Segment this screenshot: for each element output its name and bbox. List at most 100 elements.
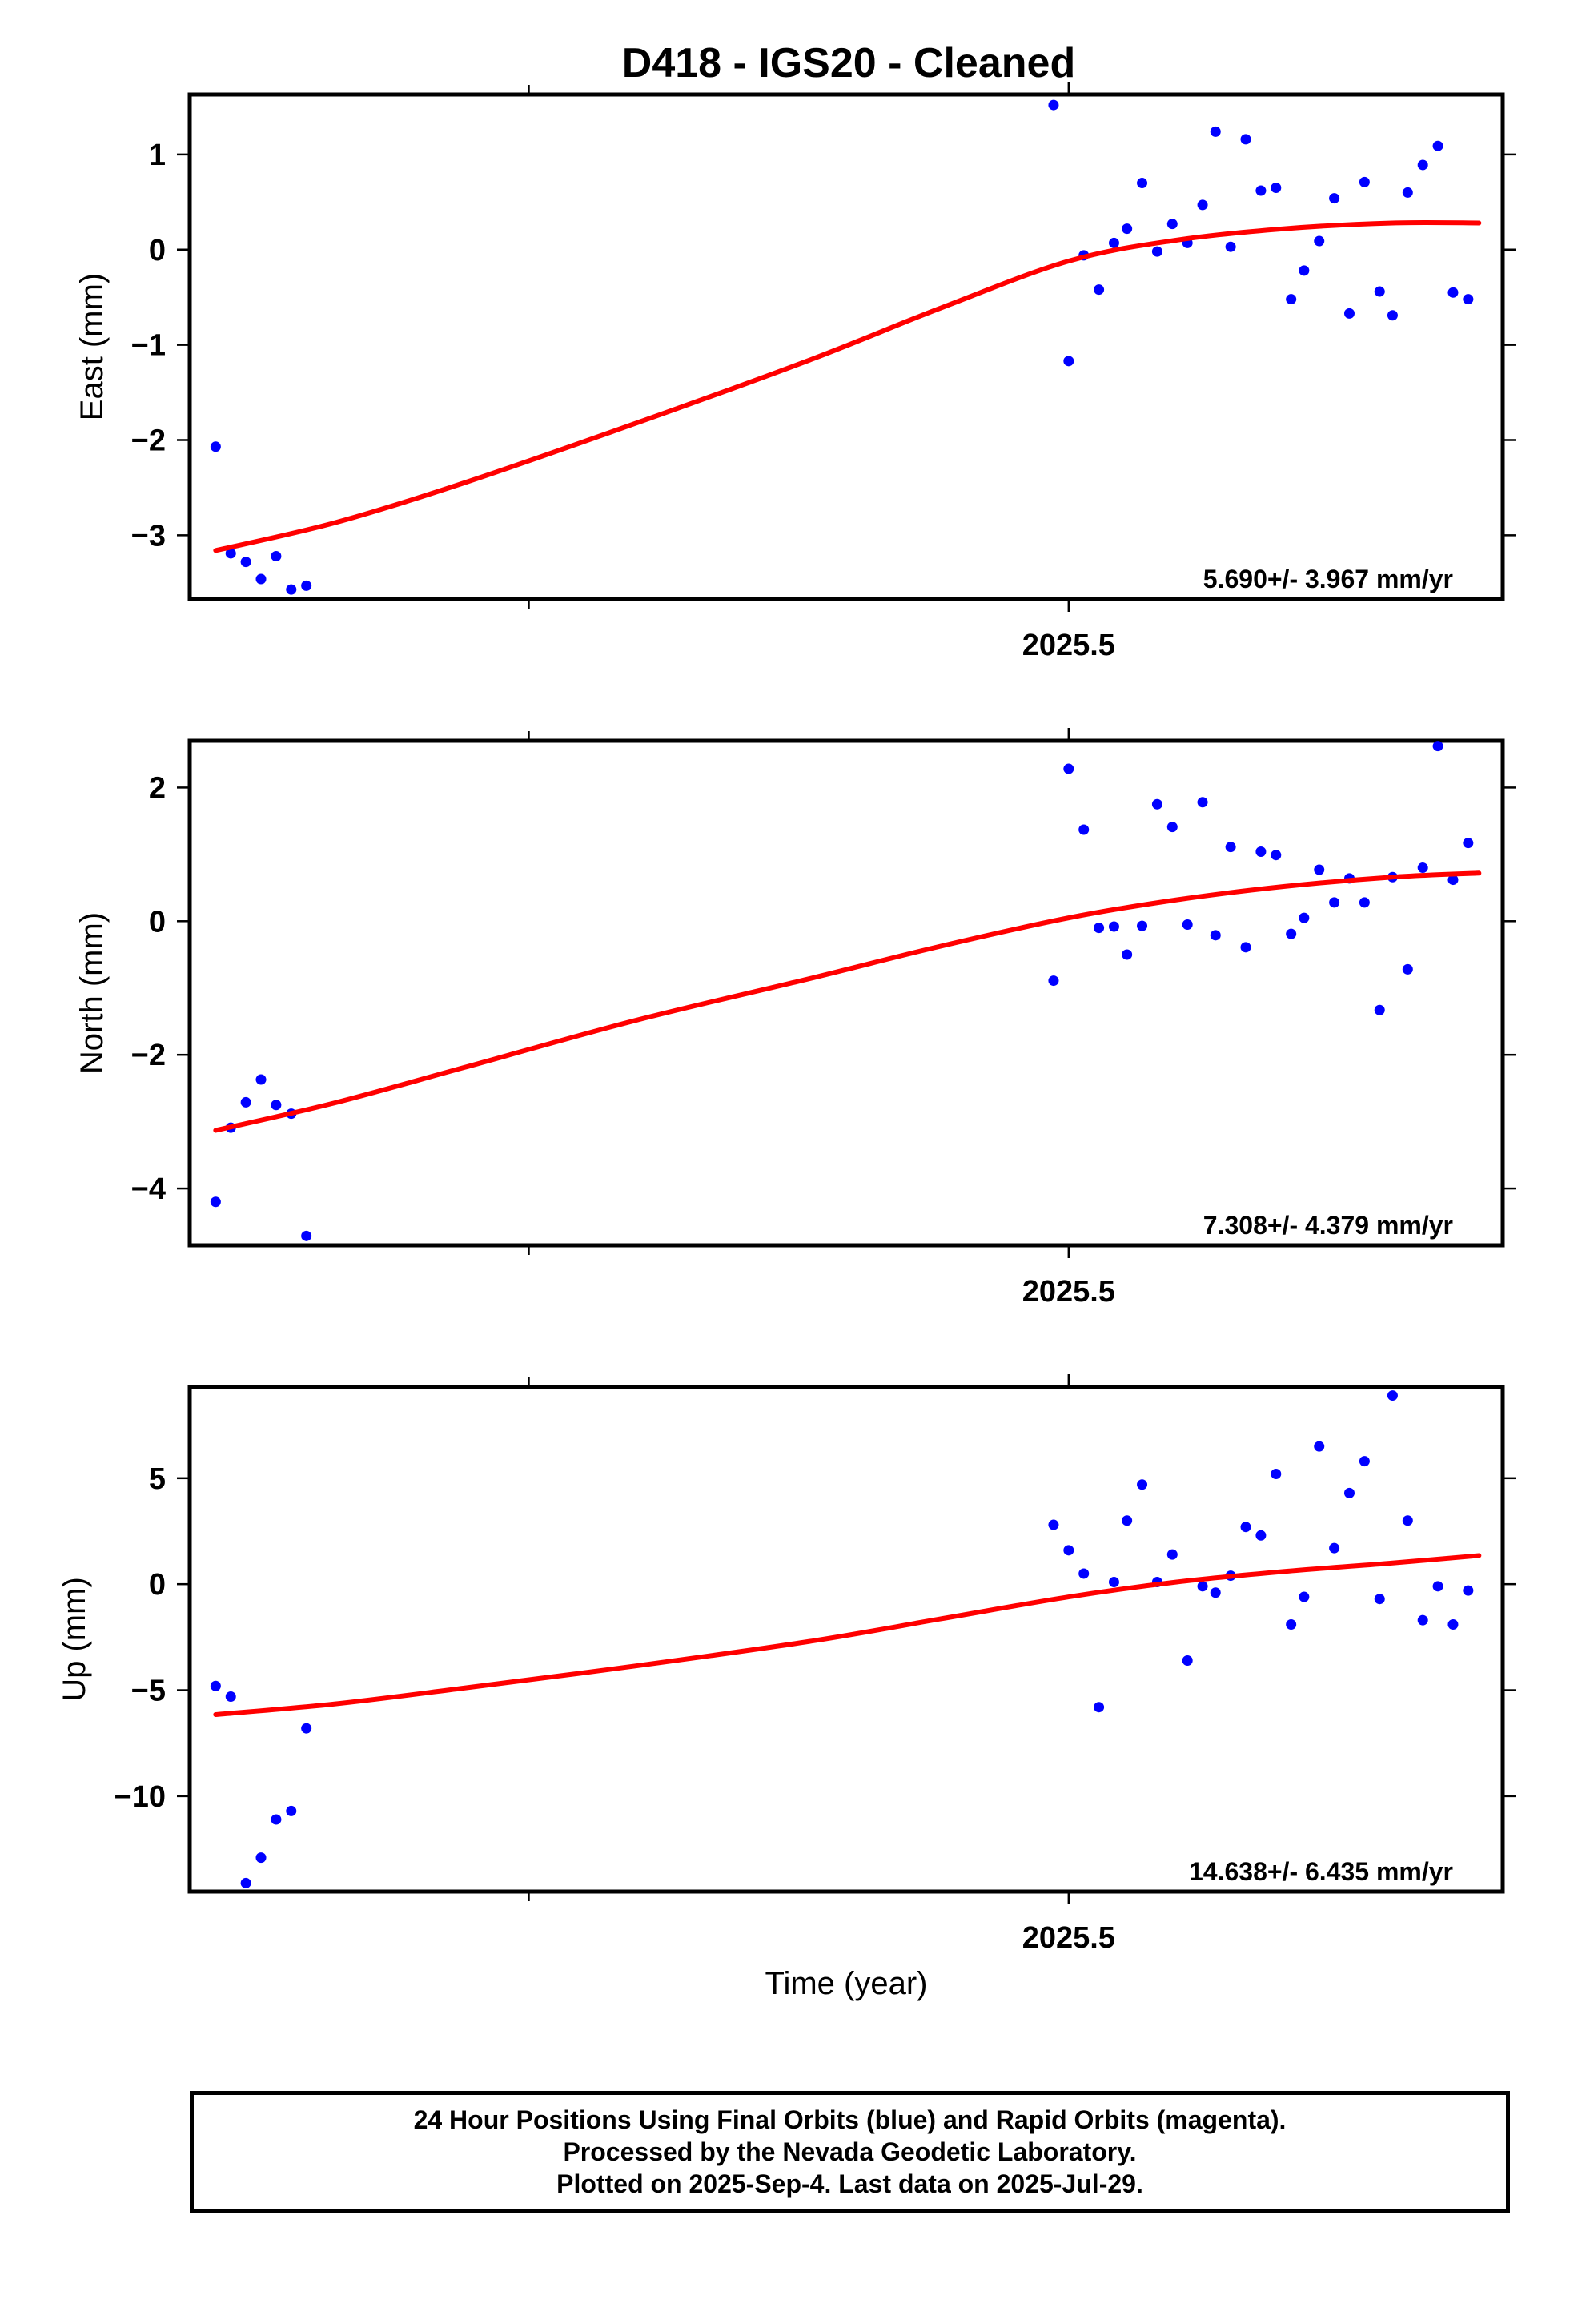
east-ytick-label: −2 bbox=[131, 424, 166, 457]
north-point bbox=[301, 1230, 312, 1241]
east-point bbox=[1432, 140, 1443, 151]
east-point bbox=[1417, 159, 1428, 171]
east-ytick-label: 0 bbox=[149, 234, 166, 267]
north-point bbox=[1359, 897, 1370, 908]
up-point bbox=[1137, 1479, 1148, 1490]
east-point bbox=[1197, 199, 1208, 211]
north-point bbox=[1063, 763, 1074, 774]
up-point bbox=[1359, 1456, 1370, 1467]
east-point bbox=[1286, 294, 1297, 305]
up-point bbox=[1255, 1530, 1267, 1541]
up-point bbox=[1210, 1587, 1221, 1598]
up-point bbox=[1343, 1487, 1355, 1498]
east-point bbox=[1122, 223, 1133, 235]
north-point bbox=[1402, 963, 1413, 975]
east-point bbox=[1387, 310, 1398, 321]
up-panel: −10 −5 0 5 2025.5 Up (mm) Time (year) 14.638+/-… bbox=[57, 1374, 1516, 2001]
up-xtick-label: 2025.5 bbox=[1022, 1921, 1115, 1955]
up-point bbox=[1374, 1594, 1385, 1605]
north-point bbox=[240, 1096, 251, 1108]
east-rate-label: 5.690+/- 3.967 mm/yr bbox=[1203, 565, 1453, 593]
north-point bbox=[1137, 920, 1148, 931]
up-point bbox=[1182, 1655, 1193, 1666]
up-point bbox=[1197, 1581, 1208, 1592]
north-point bbox=[1240, 942, 1251, 953]
north-point bbox=[1197, 797, 1208, 808]
up-point bbox=[1094, 1702, 1105, 1713]
east-point bbox=[1094, 284, 1105, 296]
east-point bbox=[1359, 176, 1370, 187]
east-data bbox=[210, 99, 1482, 595]
east-point bbox=[1108, 237, 1119, 248]
up-point bbox=[1240, 1522, 1251, 1533]
up-point bbox=[1314, 1441, 1325, 1452]
up-point bbox=[225, 1691, 236, 1702]
north-point bbox=[1463, 838, 1474, 849]
north-point bbox=[1122, 949, 1133, 960]
north-ylabel: North (mm) bbox=[74, 912, 110, 1074]
up-point bbox=[1432, 1581, 1443, 1592]
east-ytick-label: −1 bbox=[131, 329, 166, 363]
footer-line-1: 24 Hour Positions Using Final Orbits (bl… bbox=[413, 2105, 1287, 2134]
north-point bbox=[1225, 842, 1236, 853]
east-point bbox=[1225, 241, 1236, 252]
east-xtick-label: 2025.5 bbox=[1022, 629, 1115, 662]
up-point bbox=[1063, 1545, 1074, 1556]
east-point bbox=[1210, 126, 1221, 137]
north-fit-line bbox=[213, 870, 1482, 1133]
east-ytick-label: 1 bbox=[149, 139, 166, 172]
north-point bbox=[1094, 923, 1105, 934]
east-point bbox=[1314, 235, 1325, 247]
north-point bbox=[1329, 897, 1340, 908]
east-ytick-label: −3 bbox=[131, 519, 166, 553]
up-ytick-label: −10 bbox=[114, 1780, 166, 1814]
north-point bbox=[210, 1196, 221, 1208]
north-point bbox=[1108, 921, 1119, 932]
east-point bbox=[1166, 219, 1178, 230]
north-point bbox=[1078, 824, 1090, 835]
north-point bbox=[255, 1074, 267, 1085]
up-point bbox=[1402, 1515, 1413, 1526]
east-point bbox=[240, 557, 251, 568]
up-point bbox=[1166, 1549, 1178, 1560]
east-point bbox=[1463, 294, 1474, 305]
north-point bbox=[1299, 912, 1310, 923]
north-ytick-label: 2 bbox=[149, 771, 166, 805]
up-point bbox=[255, 1852, 267, 1864]
up-point bbox=[1286, 1618, 1297, 1630]
up-point bbox=[1447, 1618, 1459, 1630]
up-point bbox=[240, 1877, 251, 1888]
east-point bbox=[255, 573, 267, 585]
up-point bbox=[1329, 1542, 1340, 1554]
east-point bbox=[1048, 99, 1059, 111]
east-point bbox=[1151, 246, 1162, 257]
up-point bbox=[1463, 1585, 1474, 1596]
east-panel: −3 −2 −1 0 1 2025.5 East (mm) 5.690+/- 3.967 mm… bbox=[74, 82, 1516, 662]
north-point bbox=[1151, 798, 1162, 810]
east-point bbox=[1255, 185, 1267, 196]
up-point bbox=[286, 1805, 297, 1816]
north-point bbox=[1048, 975, 1059, 987]
north-point bbox=[1182, 919, 1193, 930]
east-point bbox=[286, 584, 297, 595]
footer-box: 24 Hour Positions Using Final Orbits (bl… bbox=[190, 2091, 1510, 2213]
north-point bbox=[1210, 930, 1221, 941]
east-point bbox=[1343, 308, 1355, 319]
up-ytick-label: 5 bbox=[149, 1462, 166, 1496]
up-point bbox=[1048, 1519, 1059, 1530]
north-ytick-label: −4 bbox=[131, 1172, 166, 1206]
up-point bbox=[210, 1680, 221, 1691]
chart-title: D418 - IGS20 - Cleaned bbox=[622, 40, 1075, 86]
east-point bbox=[1374, 286, 1385, 297]
footer-line-3: Plotted on 2025-Sep-4. Last data on 2025… bbox=[556, 2169, 1143, 2198]
north-point bbox=[1432, 741, 1443, 752]
north-ytick-label: −2 bbox=[131, 1039, 166, 1072]
up-ytick-label: −5 bbox=[131, 1675, 166, 1708]
north-point bbox=[1286, 928, 1297, 939]
up-point bbox=[1078, 1568, 1090, 1579]
east-point bbox=[1447, 287, 1459, 298]
north-point bbox=[1271, 850, 1282, 861]
up-point bbox=[1271, 1469, 1282, 1480]
